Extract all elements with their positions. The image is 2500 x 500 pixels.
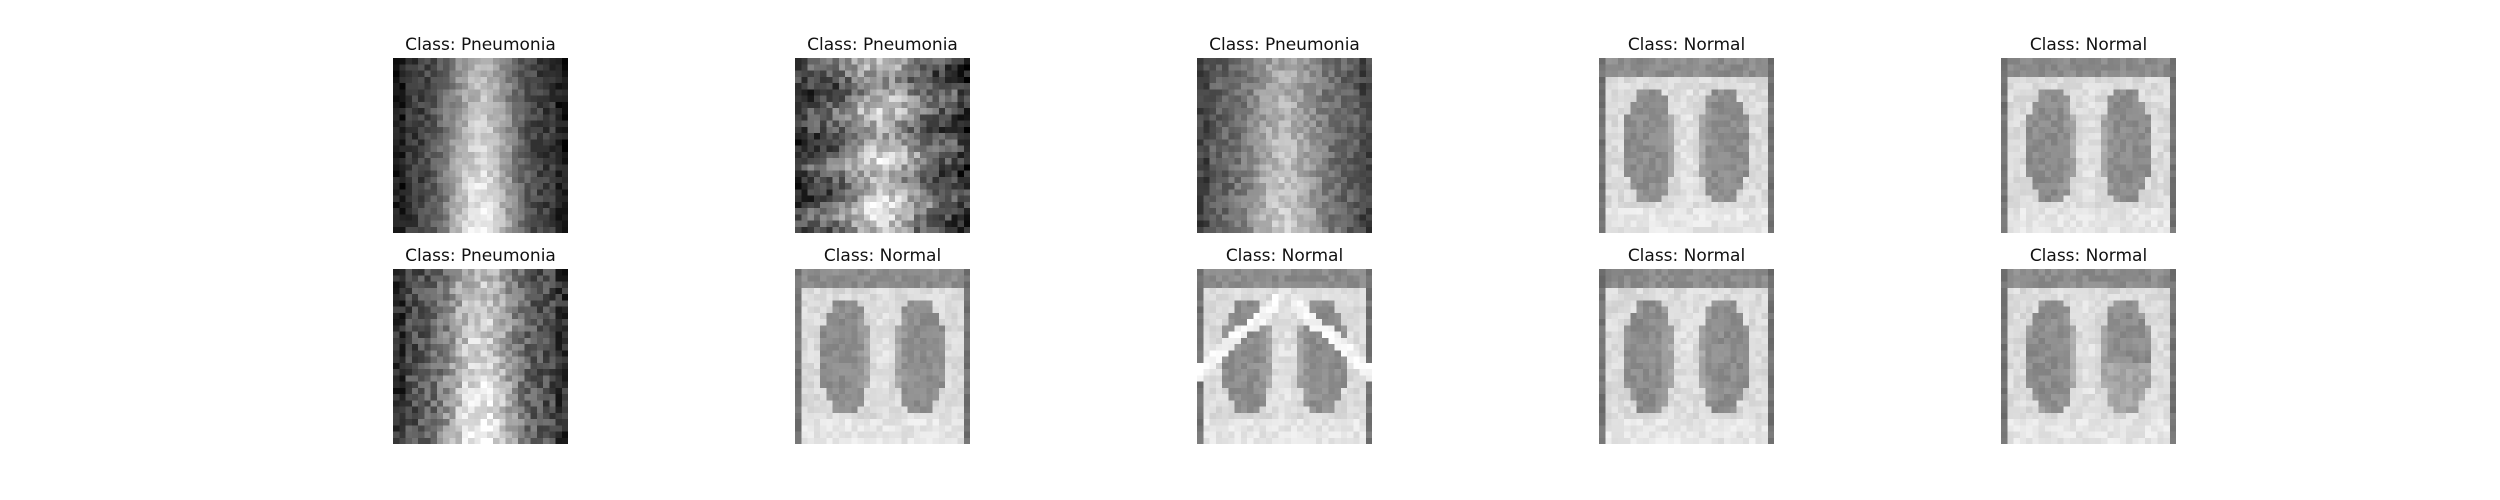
panel-title: Class: Normal — [1627, 246, 1746, 266]
panel-title: Class: Normal — [1225, 246, 1344, 266]
chest-xray-image — [1599, 58, 1774, 233]
chest-xray-image — [795, 58, 970, 233]
panel-title: Class: Normal — [823, 246, 942, 266]
panel-title: Class: Normal — [2029, 35, 2148, 55]
chest-xray-image — [393, 58, 568, 233]
chest-xray-image — [393, 269, 568, 444]
panel-title: Class: Pneumonia — [405, 35, 556, 55]
panel-title: Class: Pneumonia — [405, 246, 556, 266]
chest-xray-image — [2001, 269, 2176, 444]
panel-title: Class: Normal — [1627, 35, 1746, 55]
chest-xray-image — [795, 269, 970, 444]
panel-title: Class: Pneumonia — [1209, 35, 1360, 55]
chest-xray-image — [1197, 269, 1372, 444]
panel-title: Class: Pneumonia — [807, 35, 958, 55]
chest-xray-image — [2001, 58, 2176, 233]
chest-xray-image — [1197, 58, 1372, 233]
panel-title: Class: Normal — [2029, 246, 2148, 266]
chest-xray-image — [1599, 269, 1774, 444]
